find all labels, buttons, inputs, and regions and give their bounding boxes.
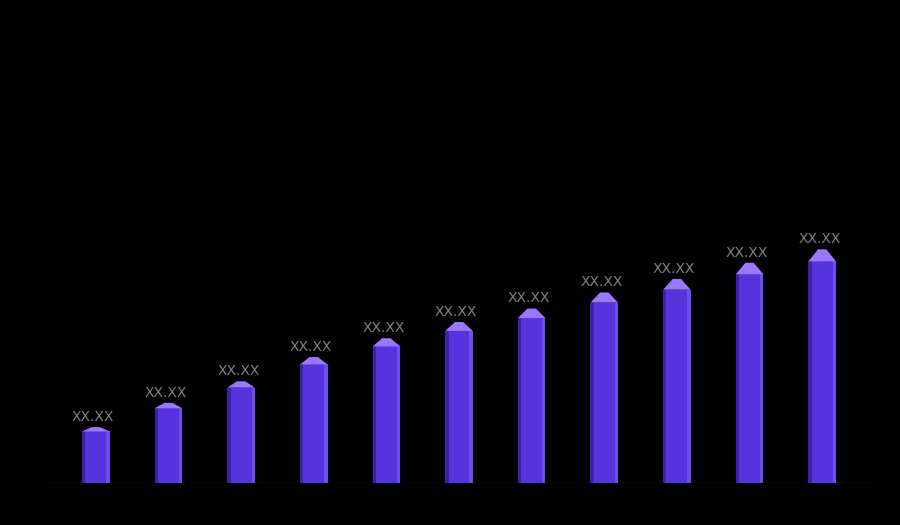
Polygon shape [373,346,376,483]
Polygon shape [688,290,690,483]
Polygon shape [155,408,158,483]
Polygon shape [590,292,618,302]
Polygon shape [808,483,836,485]
Text: XX.XX: XX.XX [217,364,259,378]
Polygon shape [518,318,545,483]
Polygon shape [397,346,400,483]
Text: XX.XX: XX.XX [725,246,768,260]
Polygon shape [808,249,836,261]
Text: XX.XX: XX.XX [435,305,477,319]
Polygon shape [735,483,763,485]
Text: XX.XX: XX.XX [363,321,405,335]
Polygon shape [82,432,110,483]
Polygon shape [663,290,690,483]
Polygon shape [82,427,110,432]
Text: XX.XX: XX.XX [508,291,550,306]
Polygon shape [470,331,472,483]
Polygon shape [82,432,86,483]
Polygon shape [663,290,666,483]
Polygon shape [82,483,110,485]
Polygon shape [300,364,328,483]
Polygon shape [446,331,472,483]
Polygon shape [832,261,836,483]
Text: XX.XX: XX.XX [652,262,696,276]
Text: XX.XX: XX.XX [290,340,332,354]
Polygon shape [155,408,183,483]
Polygon shape [324,364,328,483]
Text: XX.XX: XX.XX [798,232,841,246]
Text: XX.XX: XX.XX [72,410,114,424]
Polygon shape [300,357,328,364]
Polygon shape [808,261,836,483]
Polygon shape [590,302,618,483]
Polygon shape [252,387,255,483]
Text: XX.XX: XX.XX [580,275,623,289]
Polygon shape [518,318,521,483]
Polygon shape [663,279,690,290]
Polygon shape [155,483,183,485]
Polygon shape [615,302,618,483]
Polygon shape [106,432,110,483]
Polygon shape [735,274,763,483]
Polygon shape [300,483,328,485]
Polygon shape [179,408,183,483]
Polygon shape [228,387,255,483]
Polygon shape [542,318,545,483]
Polygon shape [760,274,763,483]
Polygon shape [446,331,448,483]
Polygon shape [228,483,255,485]
Polygon shape [300,364,303,483]
Polygon shape [373,346,400,483]
Polygon shape [155,403,183,408]
Polygon shape [373,338,400,347]
Polygon shape [446,483,472,485]
Polygon shape [446,322,472,331]
Polygon shape [663,483,690,485]
Polygon shape [590,302,594,483]
Polygon shape [228,381,255,387]
Polygon shape [590,483,618,485]
Polygon shape [373,483,400,485]
Polygon shape [808,261,812,483]
Polygon shape [518,483,545,485]
Polygon shape [735,274,739,483]
Polygon shape [735,263,763,274]
Polygon shape [518,309,545,318]
Polygon shape [228,387,230,483]
Text: XX.XX: XX.XX [145,386,187,400]
